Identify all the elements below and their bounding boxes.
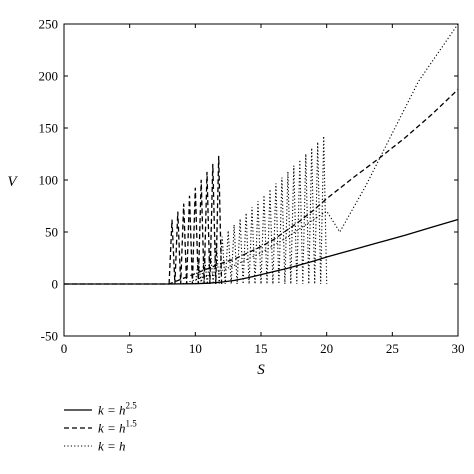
x-tick-label: 25 (386, 341, 399, 356)
y-tick-label: 0 (52, 277, 59, 292)
legend-label-2: k = h (98, 439, 126, 454)
y-tick-label: 50 (45, 225, 58, 240)
y-tick-label: 100 (39, 173, 59, 188)
series-oscillation-1 (168, 155, 223, 285)
series-line-1 (64, 89, 459, 285)
legend-label-1: k = h1.5 (98, 419, 137, 436)
series-line-2 (64, 23, 459, 285)
y-tick-label: 200 (39, 69, 59, 84)
series-layer (64, 23, 459, 285)
y-axis-label: V (7, 174, 18, 190)
y-tick-label: -50 (41, 329, 58, 344)
series-oscillation-2 (194, 136, 328, 285)
x-tick-label: 15 (255, 341, 268, 356)
series-line-0 (64, 218, 459, 285)
x-tick-label: 5 (126, 341, 133, 356)
x-tick-label: 30 (452, 341, 465, 356)
x-tick-label: 10 (189, 341, 202, 356)
plot-frame (63, 23, 459, 337)
x-tick-label: 20 (320, 341, 333, 356)
legend: k = h2.5k = h1.5 k = h (64, 401, 137, 454)
legend-label-0: k = h2.5 (98, 401, 137, 418)
y-tick-label: 150 (39, 121, 59, 136)
x-axis-label: S (257, 362, 265, 378)
x-tick-label: 0 (61, 341, 68, 356)
y-tick-label: 250 (39, 17, 59, 32)
